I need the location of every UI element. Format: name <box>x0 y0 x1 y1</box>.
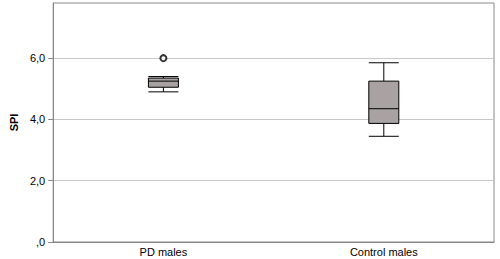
svg-text:2,0: 2,0 <box>30 175 45 187</box>
svg-text:6,0: 6,0 <box>30 52 45 64</box>
svg-text:Control males: Control males <box>350 246 418 258</box>
svg-text:SPI: SPI <box>8 114 20 132</box>
svg-text:,0: ,0 <box>36 236 45 248</box>
svg-text:4,0: 4,0 <box>30 113 45 125</box>
svg-text:PD males: PD males <box>140 246 188 258</box>
